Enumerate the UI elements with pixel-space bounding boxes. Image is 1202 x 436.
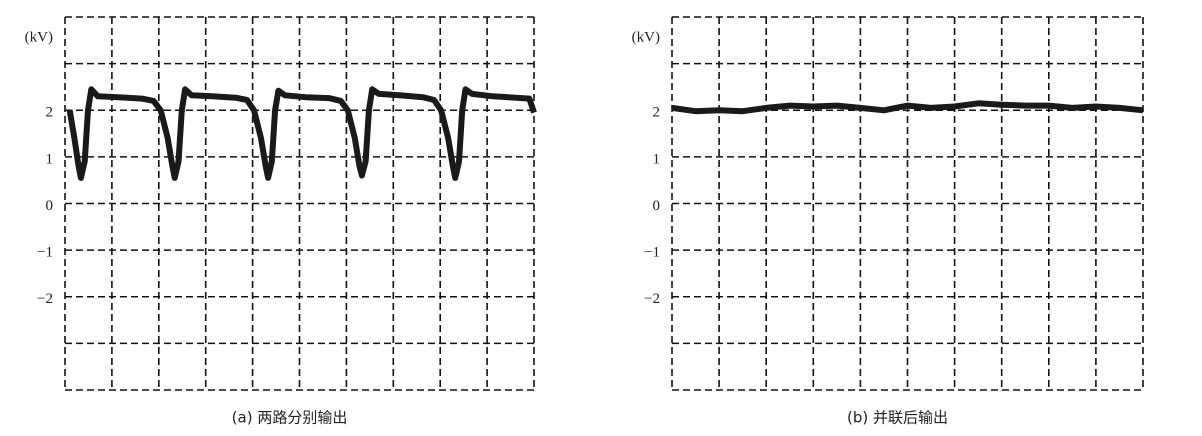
y-tick-label: −1 [644, 245, 660, 261]
y-tick-label: 0 [653, 198, 661, 214]
y-tick-label: 1 [46, 151, 54, 167]
caption: (a) 两路分别输出 [232, 409, 348, 427]
y-axis-label: (kV) [632, 29, 660, 45]
y-tick-label: −2 [37, 291, 53, 307]
y-tick-label: 1 [653, 151, 661, 167]
caption: (b) 并联后输出 [847, 409, 948, 427]
y-tick-label: 0 [46, 198, 54, 214]
y-tick-label: −2 [644, 291, 660, 307]
y-tick-label: 2 [46, 105, 54, 121]
y-axis-label: (kV) [25, 29, 53, 45]
signal-line [671, 100, 1144, 115]
signal-line [66, 86, 537, 181]
y-tick-label: −1 [37, 245, 53, 261]
y-tick-label: 2 [653, 105, 661, 121]
